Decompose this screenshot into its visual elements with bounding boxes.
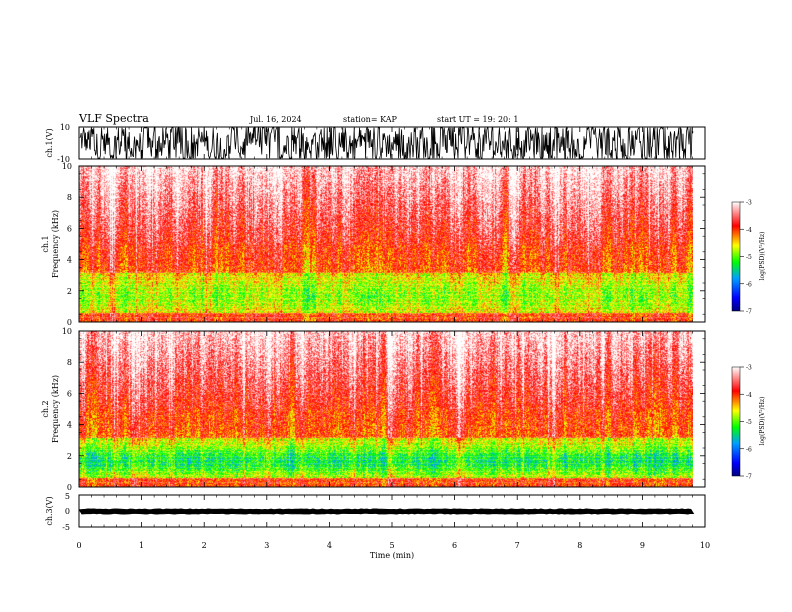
figure-title: VLF Spectra — [78, 112, 149, 125]
ch3-ytick-top: 5 — [65, 492, 70, 501]
colorbar-tick-label: -3 — [746, 365, 752, 372]
ytick-label: 2 — [67, 452, 72, 461]
colorbar-tick-label: -6 — [746, 446, 752, 453]
ytick-label: 8 — [67, 358, 72, 367]
ytick-label: 8 — [67, 193, 72, 202]
xtick-label: 3 — [264, 541, 269, 550]
xtick-label: 4 — [327, 541, 332, 550]
xtick-label: 1 — [139, 541, 144, 550]
ytick-label: 10 — [62, 162, 72, 171]
xtick-label: 9 — [640, 541, 645, 550]
ch1-colorbar-ticks: -3 -4 -5 -6 -7 — [740, 200, 752, 316]
ch3-ytick-mid: 0 — [65, 507, 70, 516]
colorbar-tick-label: -7 — [746, 474, 752, 481]
xtick-label: 8 — [577, 541, 582, 550]
colorbar-tick-label: -6 — [746, 281, 752, 288]
xtick-label: 0 — [76, 541, 81, 550]
time-axis: 0 1 2 3 4 5 6 7 8 9 10 — [76, 127, 710, 550]
xtick-label: 5 — [389, 541, 394, 550]
ch1-spec-ylabel-2: Frequency (kHz) — [51, 210, 60, 278]
ytick-label: 6 — [67, 224, 72, 233]
start-time-label: start UT = 19: 20: 1 — [437, 115, 518, 124]
ch1-freq-ticks: 0 2 4 6 8 10 — [62, 162, 705, 327]
ch3-ytick-bottom: -5 — [62, 523, 70, 532]
ch2-spectrogram-panel: 0 2 4 6 8 10 ch.2 Frequency (kHz) — [41, 327, 706, 492]
station-label: station= KAP — [343, 115, 398, 124]
xaxis-label: Time (min) — [370, 551, 414, 560]
xtick-label: 6 — [452, 541, 457, 550]
ch3-waveform-panel: 5 0 -5 ch.3(V) — [45, 492, 706, 532]
colorbar-tick-label: -5 — [746, 419, 752, 426]
ytick-label: 6 — [67, 389, 72, 398]
colorbar-tick-label: -7 — [746, 309, 752, 316]
ytick-label: 4 — [67, 256, 72, 265]
colorbar-tick-label: -3 — [746, 200, 752, 207]
ch1-spectrogram-panel: 0 2 4 6 8 10 ch.1 Frequency (kHz) — [41, 162, 706, 327]
ytick-label: 10 — [62, 327, 72, 336]
colorbar-tick-label: -4 — [746, 227, 752, 234]
colorbar-tick-label: -5 — [746, 254, 752, 261]
ch1-waveform-panel: 10 -10 ch.1(V) — [45, 123, 706, 164]
ch3-ylabel: ch.3(V) — [45, 496, 54, 525]
xtick-label: 7 — [515, 541, 520, 550]
date-label: Jul. 16, 2024 — [249, 115, 302, 124]
ch1-spec-ylabel-1: ch.1 — [41, 235, 50, 252]
colorbar-tick-label: -4 — [746, 392, 752, 399]
ch1-ytick-top: 10 — [60, 123, 70, 132]
ch1-colorbar: -3 -4 -5 -6 -7 log(PSD)(V²/Hz) — [731, 200, 766, 316]
ch2-spec-ylabel-2: Frequency (kHz) — [51, 375, 60, 443]
ch2-freq-ticks: 0 2 4 6 8 10 — [62, 327, 705, 492]
ch2-colorbar-label: log(PSD)(V²/Hz) — [759, 397, 766, 446]
ch1-ytick-bottom: -10 — [57, 155, 70, 164]
ch2-colorbar-gradient — [731, 366, 741, 477]
xtick-label: 2 — [202, 541, 207, 550]
ch1-waveform-trace — [79, 126, 694, 160]
ytick-label: 4 — [67, 421, 72, 430]
ch1-spectrogram-image — [79, 166, 693, 322]
ch1-colorbar-gradient — [731, 201, 741, 312]
ch1-ylabel: ch.1(V) — [45, 128, 54, 157]
ch1-colorbar-label: log(PSD)(V²/Hz) — [759, 232, 766, 281]
ch3-waveform-trace — [78, 508, 695, 515]
ytick-label: 0 — [67, 318, 72, 327]
ch2-colorbar: -3 -4 -5 -6 -7 log(PSD)(V²/Hz) — [731, 365, 766, 481]
ch2-spec-ylabel-1: ch.2 — [41, 400, 50, 417]
xtick-label: 10 — [700, 541, 710, 550]
ch2-spectrogram-image — [79, 331, 693, 487]
ytick-label: 0 — [67, 483, 72, 492]
ytick-label: 2 — [67, 287, 72, 296]
ch2-colorbar-ticks: -3 -4 -5 -6 -7 — [740, 365, 752, 481]
